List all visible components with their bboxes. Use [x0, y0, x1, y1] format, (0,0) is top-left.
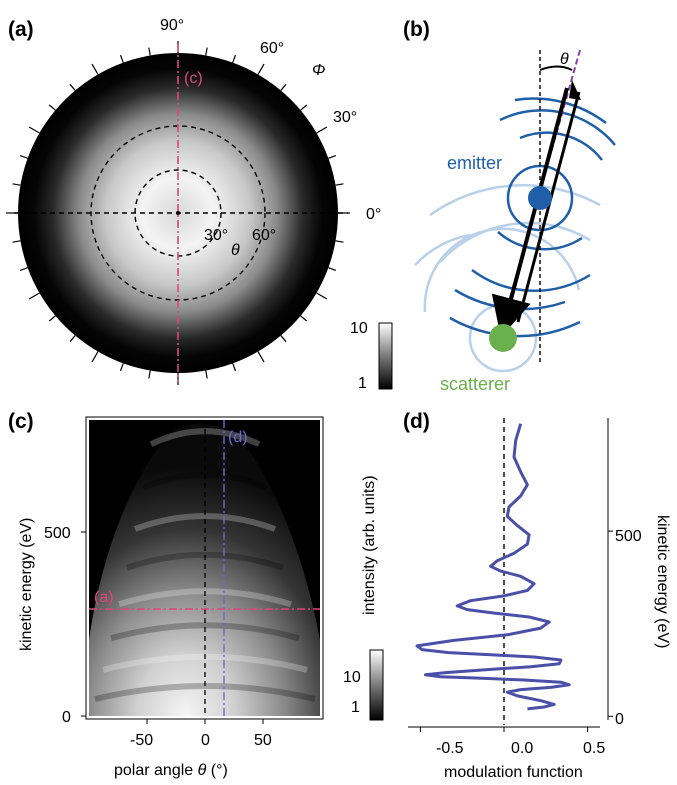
phi-label-90: 90° — [160, 17, 184, 34]
polar-tick — [205, 47, 208, 56]
d-xtick-0-5: 0.5 — [583, 740, 605, 757]
polar-tick — [205, 370, 208, 379]
polar-tick — [119, 363, 124, 372]
c-axis-ticks — [81, 531, 264, 724]
polar-tick — [335, 240, 344, 243]
scatterer-atom — [489, 324, 517, 352]
scatterer-waves — [414, 183, 601, 373]
polar-tick — [300, 104, 308, 111]
c-xtick-neg50: -50 — [130, 732, 153, 749]
polar-tick — [280, 83, 287, 91]
phi-label-30: 30° — [333, 109, 357, 126]
cut-label-a: (a) — [94, 589, 114, 606]
colorbar-a-tick-10: 10 — [350, 320, 368, 337]
panel-label-d: (d) — [403, 410, 430, 433]
cut-label-c: (c) — [184, 70, 203, 87]
polar-tick — [316, 126, 328, 134]
scatterer-label: scatterer — [440, 374, 510, 394]
theta-label-60: 60° — [252, 227, 276, 244]
polar-tick — [232, 54, 237, 63]
d-ytick-500: 500 — [615, 528, 642, 545]
polar-tick — [232, 363, 237, 372]
d-ticks — [419, 530, 613, 732]
polar-tick — [328, 267, 337, 272]
colorbar-a-tick-1: 1 — [358, 375, 367, 392]
phi-label-60: 60° — [260, 40, 284, 57]
intensity-band — [94, 683, 316, 702]
polar-tick — [28, 292, 40, 300]
panel-label-a: (a) — [8, 18, 34, 41]
arrowhead-top — [569, 80, 581, 100]
c-ytick-0: 0 — [62, 709, 71, 726]
intensity-band — [110, 622, 300, 642]
c-xlabel: polar angle θ (°) — [114, 762, 228, 779]
polar-tick — [12, 240, 21, 243]
polar-tick — [335, 183, 344, 186]
polar-tick — [48, 104, 56, 111]
colorbar-a — [378, 322, 393, 390]
intensity-band — [126, 551, 284, 571]
c-xtick-50: 50 — [254, 732, 272, 749]
polar-tick — [91, 351, 99, 363]
energy-angle-map — [85, 385, 324, 720]
polar-tick — [148, 47, 151, 56]
emission-axis — [497, 49, 581, 341]
scattering-diagram — [414, 49, 616, 373]
polar-tick — [69, 83, 76, 91]
intensity-cone — [89, 423, 320, 716]
polar-tick — [91, 63, 99, 75]
intensity-band — [133, 513, 277, 532]
polar-tick — [119, 54, 124, 63]
theta-label-30: 30° — [204, 227, 228, 244]
emitter-atom — [528, 186, 552, 210]
phi-symbol: Φ — [312, 62, 325, 79]
modulation-chart — [408, 418, 613, 732]
cut-label-d: (d) — [228, 429, 248, 446]
polar-center — [176, 211, 180, 215]
theta-symbol-b: θ — [560, 51, 569, 68]
panel-label-c: (c) — [8, 410, 34, 433]
polar-tick — [257, 63, 265, 75]
d-xtick-0-0: 0.0 — [511, 740, 533, 757]
polar-tick — [48, 315, 56, 322]
c-xtick-0: 0 — [201, 732, 210, 749]
theta-arc — [539, 65, 573, 71]
polar-tick — [300, 315, 308, 322]
polar-tick — [12, 183, 21, 186]
path-arrow-down — [516, 91, 581, 323]
colorbar-c-tick-1: 1 — [351, 699, 360, 716]
colorbar-c — [369, 649, 384, 721]
c-ylabel: kinetic energy (eV) — [18, 518, 35, 651]
polar-tick — [69, 335, 76, 343]
d-ytick-0: 0 — [615, 711, 624, 728]
polar-tick — [19, 267, 28, 272]
theta-symbol-a: θ — [231, 242, 240, 259]
polar-tick — [280, 335, 287, 343]
polar-tick — [328, 154, 337, 159]
c-ytick-500: 500 — [44, 525, 71, 542]
d-xtick-neg0-5: -0.5 — [436, 740, 464, 757]
panel-label-b: (b) — [403, 18, 430, 41]
polar-tick — [19, 154, 28, 159]
polar-tick — [257, 351, 265, 363]
d-ylabel: kinetic energy (eV) — [654, 515, 671, 648]
emitter-label: emitter — [447, 153, 502, 173]
phi-label-0: 0° — [366, 206, 381, 223]
polar-tick — [148, 370, 151, 379]
modulation-series-line — [415, 423, 571, 711]
polar-tick — [28, 126, 40, 134]
intensity-band — [159, 385, 251, 398]
polar-tick — [316, 292, 328, 300]
d-xlabel: modulation function — [444, 764, 583, 781]
colorbar-c-title: intensity (arb. units) — [361, 475, 378, 615]
polar-plot — [6, 41, 350, 385]
colorbar-c-tick-10: 10 — [343, 669, 361, 686]
